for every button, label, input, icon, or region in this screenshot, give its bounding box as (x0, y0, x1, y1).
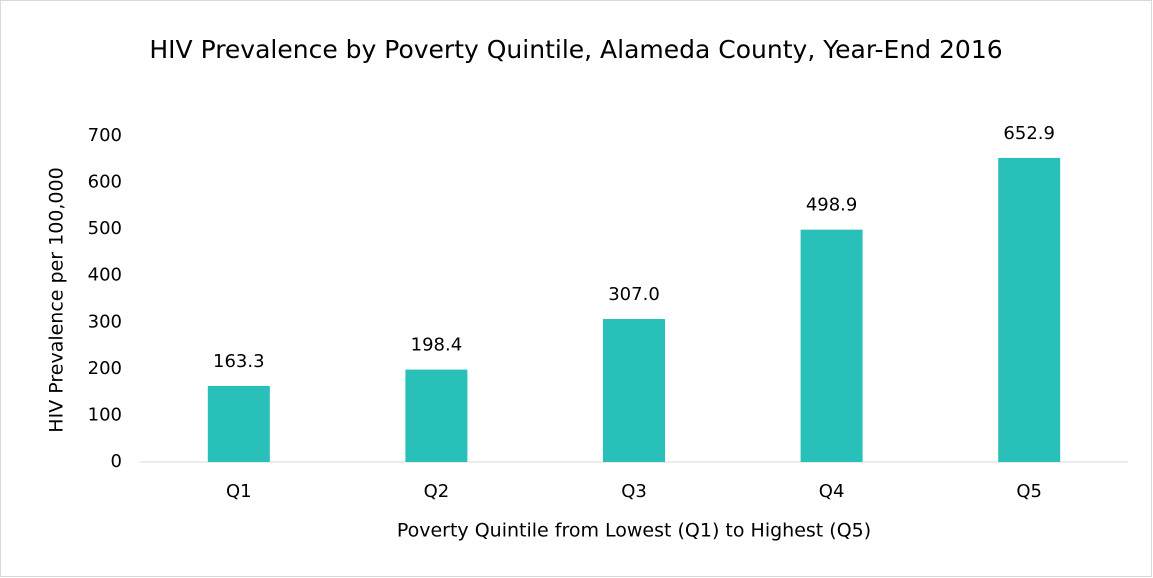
bar (207, 385, 270, 462)
data-label: 307.0 (608, 284, 660, 305)
y-tick-label: 300 (88, 311, 122, 332)
x-tick-label: Q3 (621, 481, 647, 502)
x-tick-label: Q2 (424, 481, 450, 502)
bar (800, 229, 863, 462)
y-axis-title: HIV Prevalence per 100,000 (46, 167, 68, 432)
x-axis-title: Poverty Quintile from Lowest (Q1) to Hig… (397, 520, 871, 542)
bar (998, 157, 1061, 462)
x-tick-label: Q4 (819, 481, 845, 502)
y-tick-label: 500 (88, 218, 122, 239)
data-label: 198.4 (411, 335, 463, 356)
y-tick-label: 100 (88, 404, 122, 425)
x-tick-label: Q5 (1016, 481, 1042, 502)
x-tick-label: Q1 (226, 481, 252, 502)
bar (603, 319, 665, 462)
data-label: 652.9 (1003, 123, 1055, 144)
y-tick-label: 0 (111, 451, 122, 472)
y-tick-label: 200 (88, 358, 122, 379)
chart-title: HIV Prevalence by Poverty Quintile, Alam… (149, 35, 1003, 64)
data-label: 498.9 (806, 195, 858, 216)
bar (405, 369, 468, 462)
y-tick-label: 600 (88, 172, 122, 193)
data-label: 163.3 (213, 351, 265, 372)
y-tick-label: 700 (88, 125, 122, 146)
y-tick-label: 400 (88, 265, 122, 286)
